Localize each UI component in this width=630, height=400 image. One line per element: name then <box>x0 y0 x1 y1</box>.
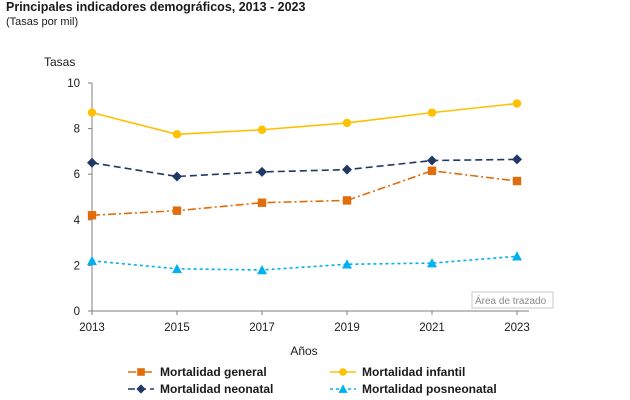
data-point-mortalidad-general <box>512 176 522 186</box>
legend-label-mortalidad-general: Mortalidad general <box>160 365 267 379</box>
y-tick-label: 2 <box>74 260 80 272</box>
plot-area-tooltip: Área de trazado <box>475 294 547 307</box>
chart-subtitle: (Tasas por mil) <box>6 16 79 28</box>
y-tick-label: 4 <box>74 215 81 227</box>
data-point-mortalidad-general <box>427 166 437 175</box>
series-line-mortalidad-infantil <box>91 102 518 136</box>
data-point-mortalidad-posneonatal <box>342 259 352 269</box>
plot-area-tooltip-box <box>471 291 554 309</box>
data-point-mortalidad-posneonatal <box>87 255 97 266</box>
y-tick-label: 6 <box>74 169 80 181</box>
chart-title: Principales indicadores demográficos, 20… <box>6 0 306 14</box>
data-point-mortalidad-infantil <box>512 99 522 108</box>
data-point-mortalidad-posneonatal <box>257 264 267 275</box>
x-tick-label: 2021 <box>419 322 445 334</box>
legend-label-mortalidad-posneonatal: Mortalidad posneonatal <box>362 382 497 396</box>
data-point-mortalidad-infantil <box>342 118 352 128</box>
data-point-mortalidad-posneonatal <box>512 251 522 261</box>
legend-marker-mortalidad-general <box>137 368 145 376</box>
data-point-mortalidad-infantil <box>427 108 437 117</box>
x-tick-label: 2019 <box>334 322 360 334</box>
data-point-mortalidad-neonatal <box>172 171 182 182</box>
x-tick-label: 2023 <box>504 322 530 334</box>
legend-marker-mortalidad-neonatal <box>136 384 146 394</box>
legend-marker-mortalidad-infantil <box>339 368 347 376</box>
data-point-mortalidad-neonatal <box>342 164 352 175</box>
data-point-mortalidad-general <box>342 196 352 205</box>
data-point-mortalidad-neonatal <box>87 157 97 168</box>
data-point-mortalidad-general <box>257 198 267 207</box>
x-tick-label: 2013 <box>79 322 105 334</box>
legend-label-mortalidad-infantil: Mortalidad infantil <box>362 365 465 379</box>
data-point-mortalidad-infantil <box>257 125 267 134</box>
y-tick-label: 8 <box>74 124 80 136</box>
data-point-mortalidad-general <box>172 206 182 215</box>
data-point-mortalidad-infantil <box>172 130 182 139</box>
data-point-mortalidad-general <box>87 211 97 220</box>
legend-label-mortalidad-neonatal: Mortalidad neonatal <box>160 382 273 396</box>
y-tick-label: 10 <box>67 78 80 90</box>
data-point-mortalidad-neonatal <box>427 155 437 166</box>
data-point-mortalidad-neonatal <box>257 166 267 177</box>
x-axis-title: Años <box>290 344 317 358</box>
data-point-mortalidad-infantil <box>87 108 97 117</box>
data-point-mortalidad-posneonatal <box>172 263 182 274</box>
series-line-mortalidad-neonatal <box>91 158 518 178</box>
x-tick-label: 2017 <box>249 322 275 334</box>
x-tick-label: 2015 <box>164 322 190 334</box>
data-point-mortalidad-neonatal <box>512 154 522 165</box>
series-line-mortalidad-general <box>91 169 518 217</box>
y-axis-title: Tasas <box>44 55 75 69</box>
data-point-mortalidad-posneonatal <box>427 258 437 268</box>
legend-marker-mortalidad-posneonatal <box>338 384 348 393</box>
series-line-mortalidad-posneonatal <box>91 255 518 271</box>
y-tick-label: 0 <box>74 306 80 318</box>
